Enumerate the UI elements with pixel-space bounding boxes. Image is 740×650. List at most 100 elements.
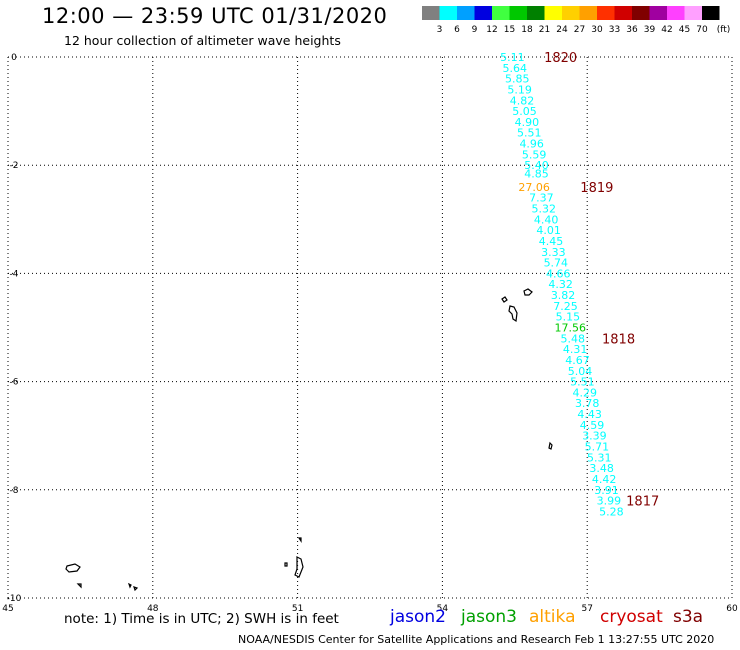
lat-tick-label: -8 (10, 486, 19, 496)
wave-height-value: 4.31 (563, 343, 588, 356)
coastline (523, 288, 533, 296)
legend-swatch (649, 6, 667, 20)
units-note: note: 1) Time is in UTC; 2) SWH is in fe… (64, 611, 339, 627)
legend-swatch (474, 6, 492, 20)
orbit-number-label: 1820 (544, 51, 577, 66)
legend-swatch (597, 6, 615, 20)
wave-height-value: 17.56 (555, 322, 587, 335)
wave-height-value: 4.01 (536, 224, 561, 237)
wave-height-value: 3.99 (597, 495, 622, 508)
wave-height-value: 3.48 (589, 462, 614, 475)
legend-swatch (579, 6, 597, 20)
wave-height-value: 5.11 (500, 51, 525, 64)
lon-tick-label: 57 (581, 604, 592, 614)
legend-swatch (614, 6, 632, 20)
wave-height-value: 5.15 (556, 311, 581, 324)
map-title: 12:00 — 23:59 UTC 01/31/2020 (42, 4, 388, 28)
legend-label: 3 (437, 25, 443, 35)
wave-height-value: 4.66 (546, 267, 571, 280)
wave-height-value: 4.40 (534, 213, 559, 226)
legend-swatch (509, 6, 527, 20)
legend-label: 30 (591, 25, 603, 35)
wave-height-value: 3.33 (541, 246, 566, 259)
lat-tick-label: -4 (10, 269, 19, 279)
legend-label: 42 (661, 25, 672, 35)
orbit-number-label: 1817 (626, 495, 659, 510)
map-subtitle: 12 hour collection of altimeter wave hei… (64, 33, 341, 48)
lat-tick-label: 0 (11, 53, 17, 63)
satellite-label-jason2: jason2 (390, 607, 446, 627)
legend-label: 18 (521, 25, 533, 35)
wave-height-value: 4.67 (565, 354, 590, 367)
color-legend: 3 6 9 12 15 18 21 24 27 30 33 36 39 42 45 70 (ft) (422, 6, 731, 35)
legend-label: 70 (696, 25, 708, 35)
legend-label: 6 (454, 25, 460, 35)
wave-height-value: 5.32 (532, 202, 557, 215)
lon-tick-label: 60 (726, 604, 738, 614)
wave-height-value: 3.39 (582, 430, 607, 443)
coastline (133, 586, 139, 592)
wave-height-value: 5.40 (524, 159, 549, 172)
legend-label: 15 (504, 25, 515, 35)
legend-label: 33 (609, 25, 620, 35)
orbit-number-label: 1819 (580, 181, 613, 196)
satellite-label-jason3: jason3 (461, 607, 517, 627)
legend-label: 39 (644, 25, 656, 35)
lon-tick-label: 48 (147, 604, 159, 614)
coastline (76, 583, 82, 589)
legend-swatch (527, 6, 545, 20)
coastline (548, 441, 553, 450)
wave-height-value: 5.74 (544, 257, 569, 270)
legend-swatch (702, 6, 720, 20)
wave-height-value: 5.19 (507, 83, 532, 96)
wave-height-value: 3.91 (594, 484, 619, 497)
wave-height-value: 4.59 (580, 419, 605, 432)
wave-height-value: 5.28 (599, 505, 624, 518)
legend-swatch (457, 6, 475, 20)
coastline (284, 562, 288, 567)
wave-height-value: 4.85 (524, 167, 549, 180)
wave-height-value: 5.85 (505, 73, 530, 86)
satellite-label-cryosat: cryosat (600, 607, 663, 627)
wave-height-value: 5.31 (587, 451, 612, 464)
credit-footer: NOAA/NESDIS Center for Satellite Applica… (238, 633, 715, 646)
legend-swatch (544, 6, 562, 20)
coastline (501, 296, 508, 303)
wave-height-value: 5.64 (503, 62, 528, 75)
wave-height-value: 5.59 (522, 148, 547, 161)
wave-height-value: 4.42 (592, 473, 617, 486)
coastline (508, 305, 518, 323)
wave-height-value: 5.04 (568, 365, 593, 378)
legend-swatch (562, 6, 580, 20)
wave-height-value: 5.48 (560, 332, 585, 345)
satellite-label-altika: altika (529, 607, 576, 627)
wave-height-value: 4.82 (510, 94, 535, 107)
legend-label: 9 (472, 25, 478, 35)
lat-tick-label: -10 (7, 594, 22, 604)
legend-label: 27 (574, 25, 585, 35)
wave-height-value: 3.78 (575, 397, 600, 410)
lon-tick-label: 45 (2, 604, 13, 614)
wave-height-value: 5.71 (585, 441, 610, 454)
legend-label: 12 (486, 25, 497, 35)
coastline (127, 582, 132, 589)
wave-height-value: 4.90 (515, 116, 540, 129)
wave-height-value: 5.05 (512, 105, 537, 118)
satellite-label-s3a: s3a (673, 607, 704, 627)
legend-swatch (684, 6, 702, 20)
legend-swatch (632, 6, 650, 20)
lat-tick-label: -6 (10, 378, 19, 388)
legend-label: 36 (626, 25, 638, 35)
lon-tick-label: 51 (292, 604, 303, 614)
wave-height-value: 5.51 (570, 376, 595, 389)
wave-height-value: 7.25 (553, 300, 578, 313)
wave-height-value: 27.06 (518, 181, 550, 194)
coastline (65, 563, 81, 573)
wave-height-value: 5.51 (517, 127, 542, 140)
legend-label: 21 (539, 25, 550, 35)
legend-label: 24 (556, 25, 568, 35)
legend-swatch (667, 6, 685, 20)
legend-unit: (ft) (717, 25, 731, 35)
wave-height-value: 4.29 (573, 386, 598, 399)
